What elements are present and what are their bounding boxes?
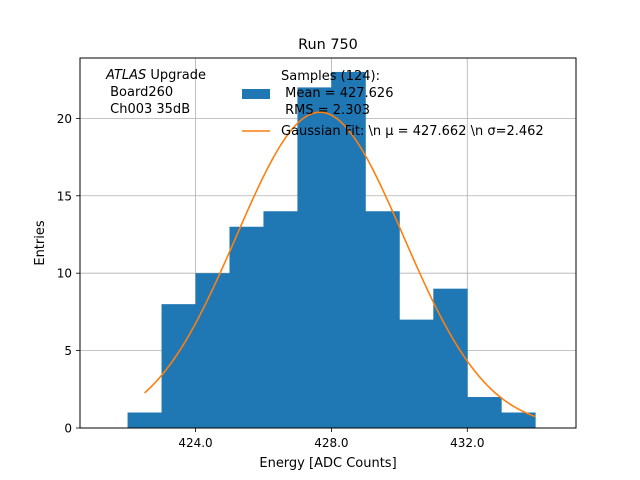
plot-frame <box>79 57 577 429</box>
histogram-bar <box>127 412 162 428</box>
legend-hist-line-1: Samples (124): <box>281 69 380 84</box>
annotation-box: ATLAS Upgrade Board260 Ch003 35dB <box>105 68 206 117</box>
y-tick-label: 0 <box>64 422 72 436</box>
histogram-bar <box>195 273 230 428</box>
annotation-line-2: Board260 <box>106 85 173 100</box>
chart-title: Run 750 <box>298 37 358 53</box>
x-tick-label: 424.0 <box>178 436 212 450</box>
histogram-bar <box>467 397 502 428</box>
histogram-bar <box>433 288 468 428</box>
histogram-bar <box>297 87 332 429</box>
legend: Samples (124): Mean = 427.626 RMS = 2.30… <box>242 69 544 139</box>
y-tick-label: 5 <box>64 344 72 358</box>
y-tick-label: 10 <box>57 267 72 281</box>
legend-fit-label: Gaussian Fit: \n μ = 427.662 \n σ=2.462 <box>281 124 544 139</box>
y-axis-label: Entries <box>33 220 48 266</box>
histogram-bar <box>399 319 434 428</box>
annotation-line-3: Ch003 35dB <box>106 102 190 117</box>
x-tick-label: 432.0 <box>450 436 484 450</box>
x-axis-ticks: 424.0 428.0 432.0 <box>178 428 484 450</box>
legend-hist-swatch <box>242 89 270 99</box>
annotation-upgrade: Upgrade <box>146 68 206 83</box>
x-tick-label: 428.0 <box>314 436 348 450</box>
histogram-bar <box>229 226 264 428</box>
y-tick-label: 20 <box>57 112 72 126</box>
x-axis-label: Energy [ADC Counts] <box>259 456 396 471</box>
histogram-bar <box>501 412 536 428</box>
legend-hist-line-2: Mean = 427.626 <box>281 86 393 101</box>
gaussian-fit <box>144 111 536 418</box>
y-tick-label: 15 <box>57 189 72 203</box>
histogram-bar <box>161 304 196 428</box>
legend-hist-line-3: RMS = 2.303 <box>281 103 370 118</box>
y-axis-ticks: 0 5 10 15 20 <box>57 112 80 436</box>
histogram-bar <box>263 211 298 428</box>
gaussian-fit-line <box>144 111 536 418</box>
histogram-bar <box>365 211 400 428</box>
annotation-line-1: ATLAS Upgrade <box>105 68 206 83</box>
annotation-atlas: ATLAS <box>105 68 146 83</box>
